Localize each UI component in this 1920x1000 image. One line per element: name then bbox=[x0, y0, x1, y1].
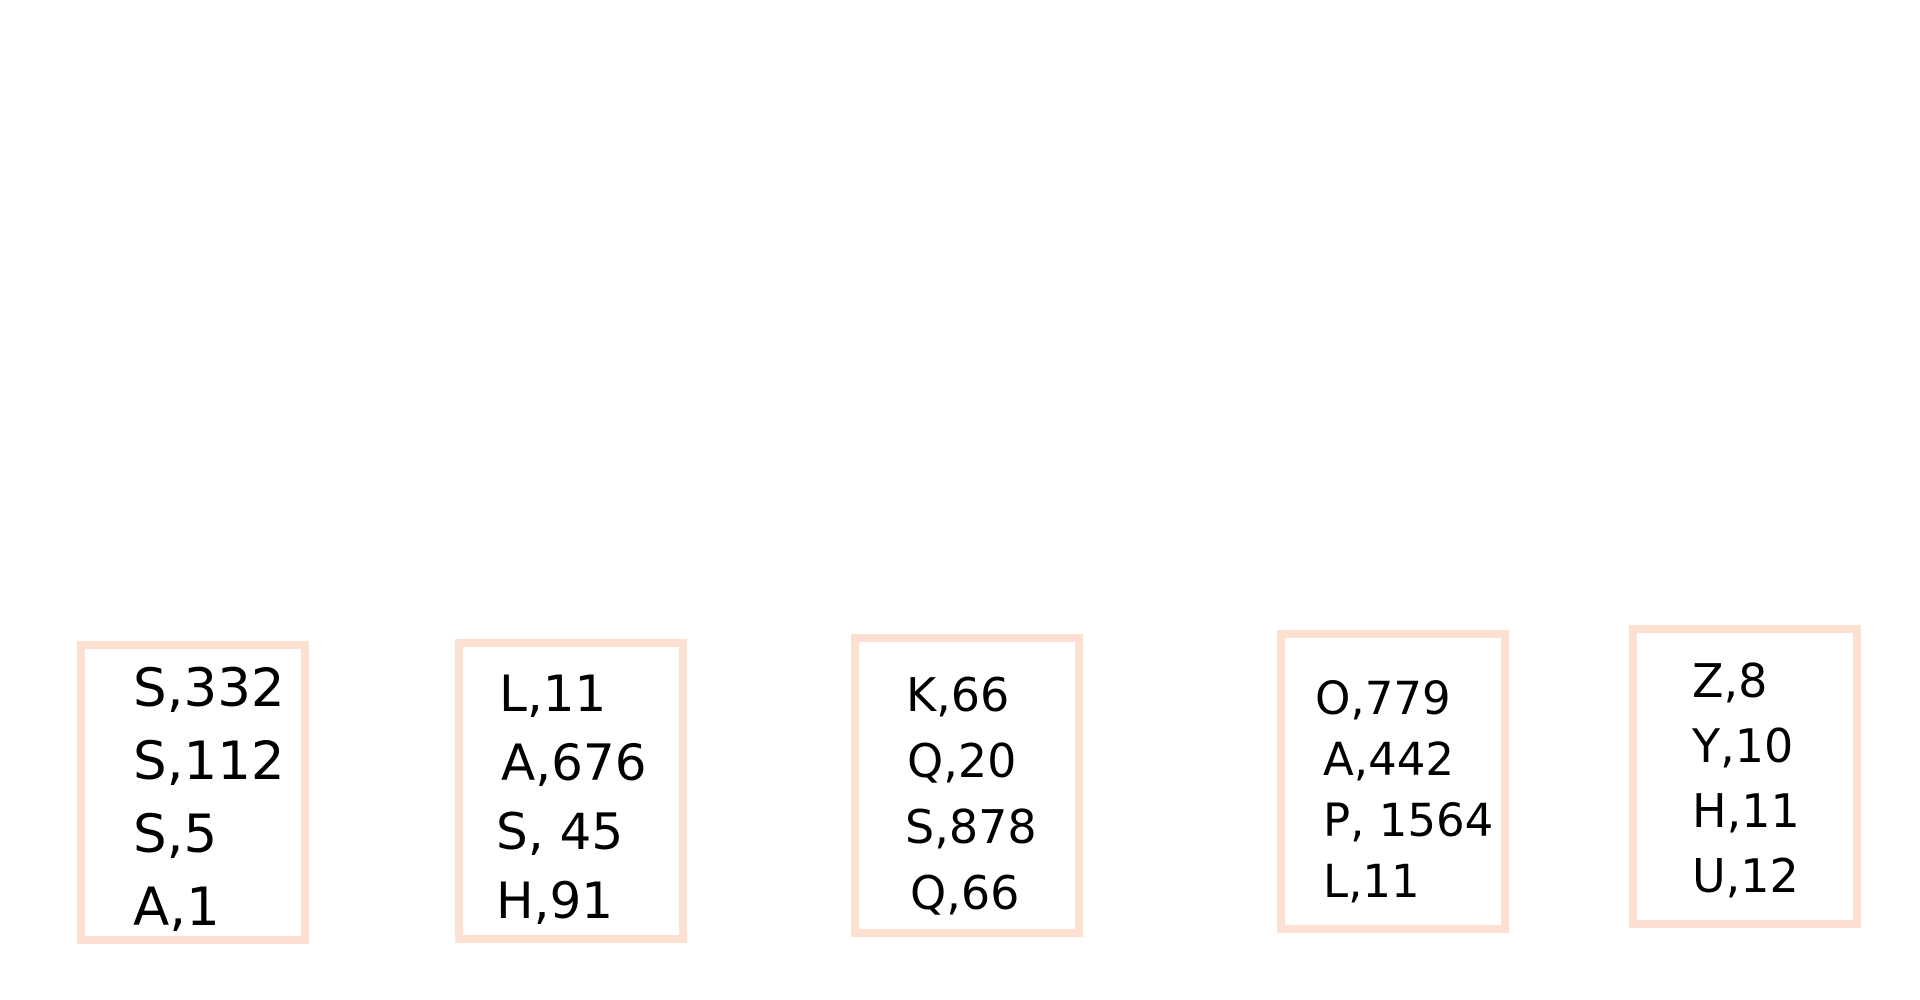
card-3: K,66 Q,20 S,878 Q,66 bbox=[851, 634, 1083, 937]
card-5-line-3: H,11 bbox=[1692, 784, 1800, 838]
card-1-line-2: S,112 bbox=[133, 731, 285, 792]
card-4-line-1: O,779 bbox=[1315, 672, 1451, 725]
card-4-line-3: P, 1564 bbox=[1323, 794, 1494, 847]
card-5-line-4: U,12 bbox=[1692, 849, 1799, 903]
card-3-line-3: S,878 bbox=[905, 800, 1037, 854]
card-1-line-1: S,332 bbox=[133, 658, 285, 719]
card-2: L,11 A,676 S, 45 H,91 bbox=[455, 639, 687, 943]
card-2-line-3: S, 45 bbox=[496, 803, 624, 861]
card-3-line-2: Q,20 bbox=[907, 734, 1017, 788]
card-4: O,779 A,442 P, 1564 L,11 bbox=[1277, 630, 1509, 933]
card-1-line-4: A,1 bbox=[133, 877, 220, 938]
card-4-line-2: A,442 bbox=[1323, 733, 1454, 786]
card-2-line-4: H,91 bbox=[496, 872, 614, 930]
card-1: S,332 S,112 S,5 A,1 bbox=[77, 641, 309, 944]
card-1-line-3: S,5 bbox=[133, 804, 218, 865]
card-5: Z,8 Y,10 H,11 U,12 bbox=[1629, 625, 1861, 928]
card-3-line-4: Q,66 bbox=[910, 866, 1020, 920]
card-4-line-4: L,11 bbox=[1323, 855, 1420, 908]
card-2-line-2: A,676 bbox=[501, 734, 647, 792]
card-3-line-1: K,66 bbox=[906, 668, 1010, 722]
card-5-line-2: Y,10 bbox=[1692, 719, 1794, 773]
card-2-line-1: L,11 bbox=[499, 665, 607, 723]
card-5-line-1: Z,8 bbox=[1692, 654, 1768, 708]
